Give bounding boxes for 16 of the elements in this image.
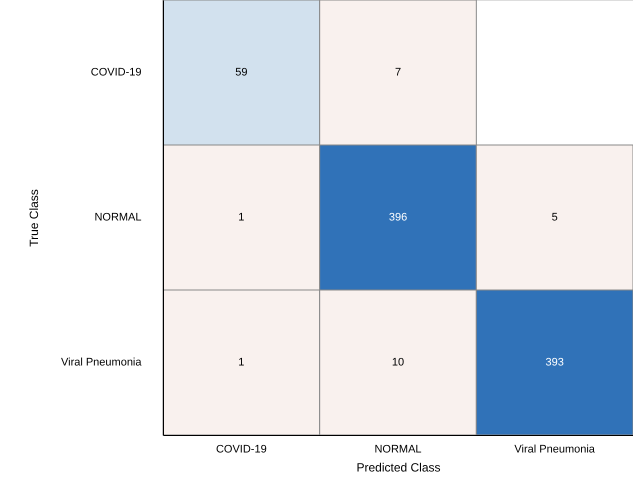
y-tick-label: NORMAL: [94, 212, 142, 224]
data-label: 7: [394, 66, 402, 78]
y-tick-label: COVID-19: [90, 66, 142, 78]
x-tick-label: Viral Pneumonia: [514, 444, 596, 456]
data-label: 396: [388, 212, 408, 224]
x-tick-label: COVID-19: [216, 444, 267, 456]
data-label: 10: [392, 356, 404, 368]
x-tick-label: NORMAL: [374, 444, 422, 456]
y-tick-label: Viral Pneumonia: [60, 356, 142, 368]
data-label: 1: [238, 212, 244, 224]
x-axis-title: Predicted Class: [356, 460, 441, 474]
data-label: 1: [238, 356, 244, 368]
data-label: 393: [545, 356, 564, 368]
y-axis-title: True Class: [26, 189, 41, 247]
data-label: 5: [552, 212, 558, 224]
data-label: 59: [235, 66, 248, 78]
